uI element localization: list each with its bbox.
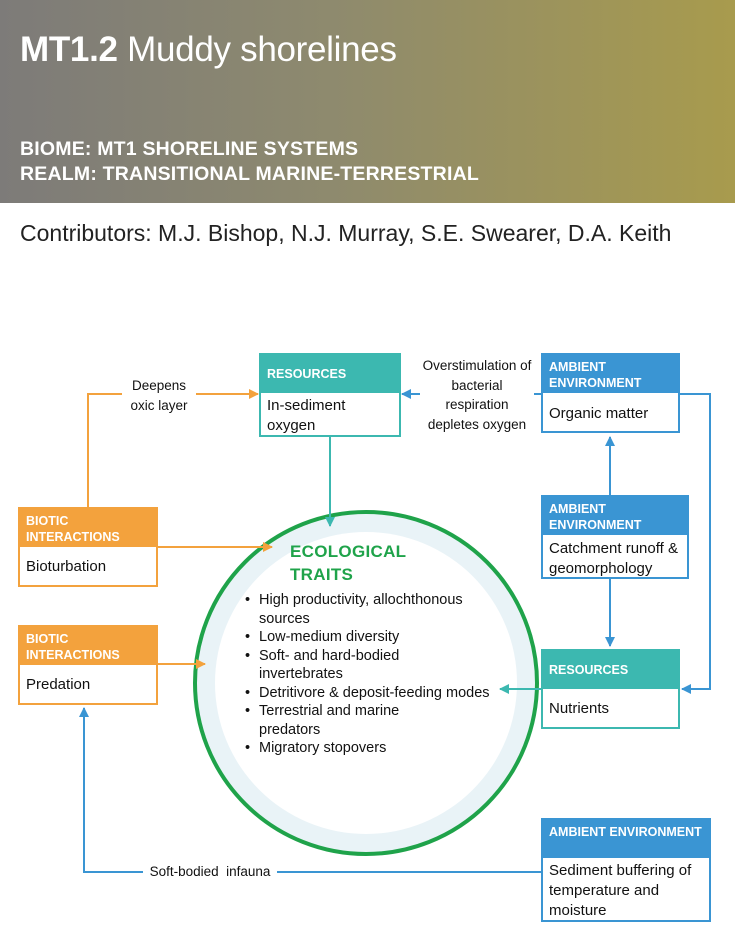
box-resources-oxygen: RESOURCES In-sediment oxygen (259, 353, 401, 437)
box-body: Sediment buffering of temperature and mo… (543, 858, 709, 924)
label-soft-bodied-infauna: Soft-bodied infauna (143, 862, 277, 882)
box-ambient-catchment: AMBIENT ENVIRONMENT Catchment runoff & g… (541, 495, 689, 579)
box-header: AMBIENT ENVIRONMENT (543, 820, 709, 858)
box-ambient-organic-matter: AMBIENT ENVIRONMENT Organic matter (541, 353, 680, 433)
label-overstimulation: Overstimulation of bacterial respiration… (420, 356, 534, 434)
box-biotic-predation: BIOTIC INTERACTIONS Predation (18, 625, 158, 705)
box-body: Catchment runoff & geomorphology (543, 535, 687, 582)
trait-item: Low-medium diversity (245, 628, 495, 647)
trait-item: Migratory stopovers (245, 739, 495, 758)
label-deepens-oxic-layer: Deepens oxic layer (122, 376, 196, 415)
traits-title-line1: ECOLOGICAL (290, 540, 406, 563)
box-body: Nutrients (543, 689, 678, 722)
box-ambient-sediment: AMBIENT ENVIRONMENT Sediment buffering o… (541, 818, 711, 922)
box-body: Predation (20, 665, 156, 698)
traits-title-line2: TRAITS (290, 563, 406, 586)
box-header: RESOURCES (543, 651, 678, 689)
trait-item: Terrestrial and marine predators (245, 702, 439, 739)
traits-list: High productivity, allochthonous sources… (245, 591, 495, 758)
box-body: Organic matter (543, 393, 678, 427)
box-biotic-bioturbation: BIOTIC INTERACTIONS Bioturbation (18, 507, 158, 587)
box-header: BIOTIC INTERACTIONS (20, 509, 156, 547)
box-header: AMBIENT ENVIRONMENT (543, 355, 678, 393)
box-body: Bioturbation (20, 547, 156, 580)
box-body: In-sediment oxygen (261, 393, 399, 439)
ecological-traits-title: ECOLOGICAL TRAITS (290, 540, 406, 586)
box-header: RESOURCES (261, 355, 399, 393)
box-header: AMBIENT ENVIRONMENT (543, 497, 687, 535)
box-header: BIOTIC INTERACTIONS (20, 627, 156, 665)
trait-item: Detritivore & deposit-feeding modes (245, 684, 494, 703)
trait-item: Soft- and hard-bodied invertebrates (245, 647, 439, 684)
box-resources-nutrients: RESOURCES Nutrients (541, 649, 680, 729)
trait-item: High productivity, allochthonous sources (245, 591, 495, 628)
